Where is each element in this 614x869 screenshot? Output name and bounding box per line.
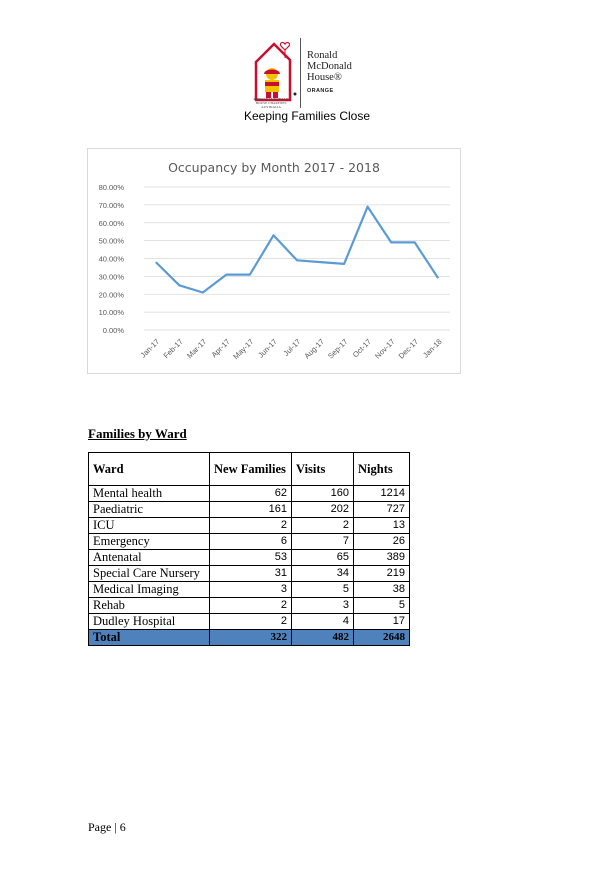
x-tick-label: Jan-18 (421, 337, 444, 360)
nights-cell: 1214 (353, 485, 410, 502)
table-total-row: Total 322 482 2648 (88, 629, 410, 646)
x-tick-label: Apr-17 (210, 337, 232, 359)
families-by-ward-table: Ward New Families Visits Nights Mental h… (88, 452, 410, 646)
logo-divider (300, 38, 301, 108)
visits-cell: 202 (291, 501, 354, 518)
new-families-cell: 53 (209, 549, 292, 566)
ward-cell: Emergency (88, 533, 210, 550)
visits-cell: 7 (291, 533, 354, 550)
table-row: Emergency 6 7 26 (88, 533, 410, 550)
x-tick-label: Aug-17 (302, 337, 325, 360)
header-nights: Nights (353, 452, 410, 486)
y-tick-label: 0.00% (103, 326, 125, 335)
table-row: Mental health 62 160 1214 (88, 485, 410, 502)
nights-cell: 13 (353, 517, 410, 534)
ward-cell: Rehab (88, 597, 210, 614)
x-tick-label: Nov-17 (373, 337, 396, 360)
ward-cell: Special Care Nursery (88, 565, 210, 582)
total-new-families: 322 (209, 629, 292, 646)
nights-cell: 727 (353, 501, 410, 518)
y-tick-label: 20.00% (99, 290, 125, 299)
x-tick-label: Jul-17 (282, 337, 303, 358)
table-row: Dudley Hospital 2 4 17 (88, 613, 410, 630)
x-tick-label: Sep-17 (326, 337, 349, 360)
new-families-cell: 161 (209, 501, 292, 518)
logo-name: Ronald McDonald House® (307, 50, 352, 83)
y-tick-label: 80.00% (99, 183, 125, 192)
occupancy-series-line (155, 205, 440, 294)
new-families-cell: 31 (209, 565, 292, 582)
rmhc-house-logo (254, 41, 297, 102)
table-row: Paediatric 161 202 727 (88, 501, 410, 518)
total-label: Total (88, 629, 210, 646)
table-row: ICU 2 2 13 (88, 517, 410, 534)
x-tick-label: Oct-17 (351, 337, 373, 359)
visits-cell: 65 (291, 549, 354, 566)
new-families-cell: 3 (209, 581, 292, 598)
chart-title: Occupancy by Month 2017 - 2018 (168, 160, 380, 175)
header-visits: Visits (291, 452, 354, 486)
visits-cell: 3 (291, 597, 354, 614)
header-new-families: New Families (209, 452, 292, 486)
ward-cell: Antenatal (88, 549, 210, 566)
section-title: Families by Ward (88, 426, 187, 441)
new-families-cell: 6 (209, 533, 292, 550)
x-tick-label: Dec-17 (397, 337, 420, 360)
ward-cell: ICU (88, 517, 210, 534)
new-families-cell: 2 (209, 597, 292, 614)
visits-cell: 5 (291, 581, 354, 598)
table-row: Special Care Nursery 31 34 219 (88, 565, 410, 582)
x-tick-label: May-17 (231, 337, 255, 361)
logo-charity-text: RONALD McDONALD HOUSE CHARITIES AUSTRALI… (253, 97, 289, 109)
header-ward: Ward (88, 452, 210, 486)
table-row: Rehab 2 3 5 (88, 597, 410, 614)
nights-cell: 26 (353, 533, 410, 550)
ward-cell: Paediatric (88, 501, 210, 518)
heart-icon (279, 41, 291, 51)
logo-location: ORANGE (307, 88, 334, 94)
nights-cell: 5 (353, 597, 410, 614)
table-row: Antenatal 53 65 389 (88, 549, 410, 566)
nights-cell: 219 (353, 565, 410, 582)
y-tick-label: 40.00% (99, 255, 125, 264)
occupancy-chart-svg: Occupancy by Month 2017 - 2018 0.00% 10.00… (99, 160, 450, 361)
x-tick-label: Feb-17 (162, 337, 185, 360)
nights-cell: 389 (353, 549, 410, 566)
ward-cell: Mental health (88, 485, 210, 502)
table-header-row: Ward New Families Visits Nights (88, 452, 410, 486)
total-visits: 482 (291, 629, 354, 646)
y-tick-label: 50.00% (99, 237, 125, 246)
nights-cell: 17 (353, 613, 410, 630)
y-tick-label: 60.00% (99, 219, 125, 228)
page-number: Page | 6 (88, 820, 126, 834)
ward-cell: Dudley Hospital (88, 613, 210, 630)
visits-cell: 34 (291, 565, 354, 582)
visits-cell: 4 (291, 613, 354, 630)
x-tick-label: Jun-17 (256, 337, 279, 360)
new-families-cell: 2 (209, 613, 292, 630)
tagline: Keeping Families Close (243, 109, 371, 123)
x-tick-label: Mar-17 (185, 337, 208, 360)
visits-cell: 2 (291, 517, 354, 534)
total-nights: 2648 (353, 629, 410, 646)
new-families-cell: 62 (209, 485, 292, 502)
table-row: Medical Imaging 3 5 38 (88, 581, 410, 598)
house-outline-icon (254, 42, 292, 102)
y-tick-label: 70.00% (99, 201, 125, 210)
visits-cell: 160 (291, 485, 354, 502)
ward-cell: Medical Imaging (88, 581, 210, 598)
new-families-cell: 2 (209, 517, 292, 534)
y-tick-label: 30.00% (99, 272, 125, 281)
y-tick-label: 10.00% (99, 308, 125, 317)
occupancy-chart: Occupancy by Month 2017 - 2018 0.00% 10.00… (87, 148, 461, 374)
nights-cell: 38 (353, 581, 410, 598)
x-tick-label: Jan-17 (139, 337, 162, 360)
